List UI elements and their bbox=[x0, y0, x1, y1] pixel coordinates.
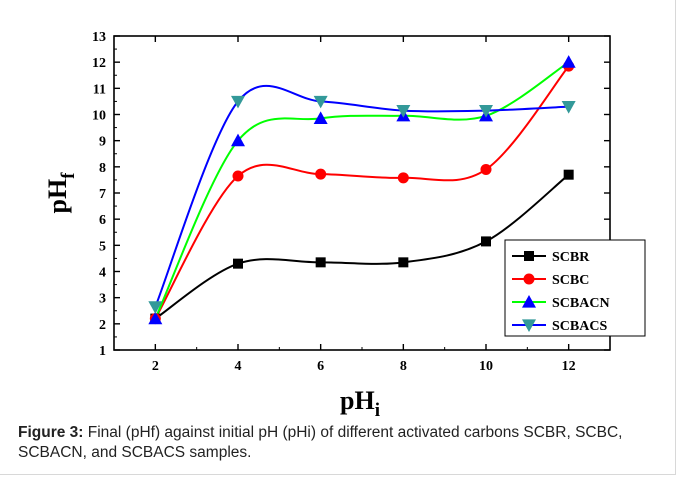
series-line-scbc bbox=[154, 65, 570, 320]
data-point-scbc bbox=[315, 168, 327, 180]
x-tick-label: 2 bbox=[152, 359, 159, 374]
y-tick-label: 8 bbox=[99, 161, 106, 176]
y-tick-label: 10 bbox=[92, 109, 106, 124]
legend-marker-scbacn bbox=[522, 295, 536, 308]
legend-label-scbacn: SCBACN bbox=[552, 296, 610, 311]
data-point-scbacs bbox=[479, 104, 493, 118]
y-tick-label: 11 bbox=[93, 82, 106, 97]
data-point-scbc bbox=[397, 172, 409, 184]
data-point-scbacs bbox=[231, 95, 245, 109]
figure-caption: Figure 3: Final (pHf) against initial pH… bbox=[18, 423, 668, 463]
y-tick-label: 12 bbox=[92, 56, 106, 71]
data-point-scbacs bbox=[396, 104, 411, 118]
x-axis-ticks: 2 4 6 8 10 12 bbox=[152, 36, 576, 374]
x-tick-label: 6 bbox=[317, 359, 324, 374]
y-tick-label: 13 bbox=[92, 30, 106, 45]
y-tick-label: 5 bbox=[99, 239, 106, 254]
series-line-scbacn bbox=[154, 61, 570, 320]
x-tick-label: 12 bbox=[562, 359, 576, 374]
legend-marker-scbr bbox=[524, 251, 534, 261]
y-tick-label: 4 bbox=[99, 266, 106, 281]
data-point-scbr bbox=[563, 169, 574, 180]
series-markers bbox=[148, 55, 576, 325]
data-point-scbacs bbox=[148, 301, 163, 314]
legend-marker-scbacs bbox=[522, 319, 536, 332]
legend-marker-scbc bbox=[523, 273, 535, 285]
y-tick-label: 9 bbox=[99, 135, 106, 150]
data-point-scbacs bbox=[313, 95, 328, 109]
series-line-scbr bbox=[154, 173, 570, 320]
legend-label-scbc: SCBC bbox=[552, 273, 589, 288]
legend: SCBR SCBC SCBACN SCBACS bbox=[504, 239, 646, 337]
data-point-scbacn bbox=[561, 55, 576, 68]
x-tick-label: 8 bbox=[400, 359, 407, 374]
data-point-scbacn bbox=[148, 311, 163, 325]
y-tick-label: 6 bbox=[99, 213, 106, 228]
caption-text: Final (pHf) against initial pH (pHi) of … bbox=[18, 424, 623, 461]
data-point-scbc bbox=[232, 170, 244, 182]
data-point-scbr bbox=[233, 258, 243, 269]
data-point-scbr bbox=[315, 257, 326, 268]
y-tick-label: 7 bbox=[99, 187, 106, 202]
x-axis-title: pHi bbox=[340, 386, 380, 420]
data-point-scbacn bbox=[313, 111, 328, 125]
data-point-scbacn bbox=[231, 133, 245, 147]
y-axis-title: pHf bbox=[43, 172, 79, 214]
legend-label-scbacs: SCBACS bbox=[552, 319, 607, 334]
data-point-scbr bbox=[481, 236, 491, 247]
data-point-scbacs bbox=[561, 101, 576, 114]
y-tick-label: 1 bbox=[99, 344, 106, 359]
x-tick-label: 10 bbox=[479, 359, 493, 374]
y-tick-label: 2 bbox=[99, 318, 106, 333]
caption-label: Figure 3: bbox=[18, 424, 84, 441]
series-lines bbox=[154, 61, 570, 320]
legend-label-scbr: SCBR bbox=[552, 250, 590, 265]
data-point-scbc bbox=[480, 163, 492, 175]
y-tick-label: 3 bbox=[99, 292, 106, 307]
x-tick-label: 4 bbox=[235, 359, 242, 374]
data-point-scbr bbox=[398, 257, 409, 268]
